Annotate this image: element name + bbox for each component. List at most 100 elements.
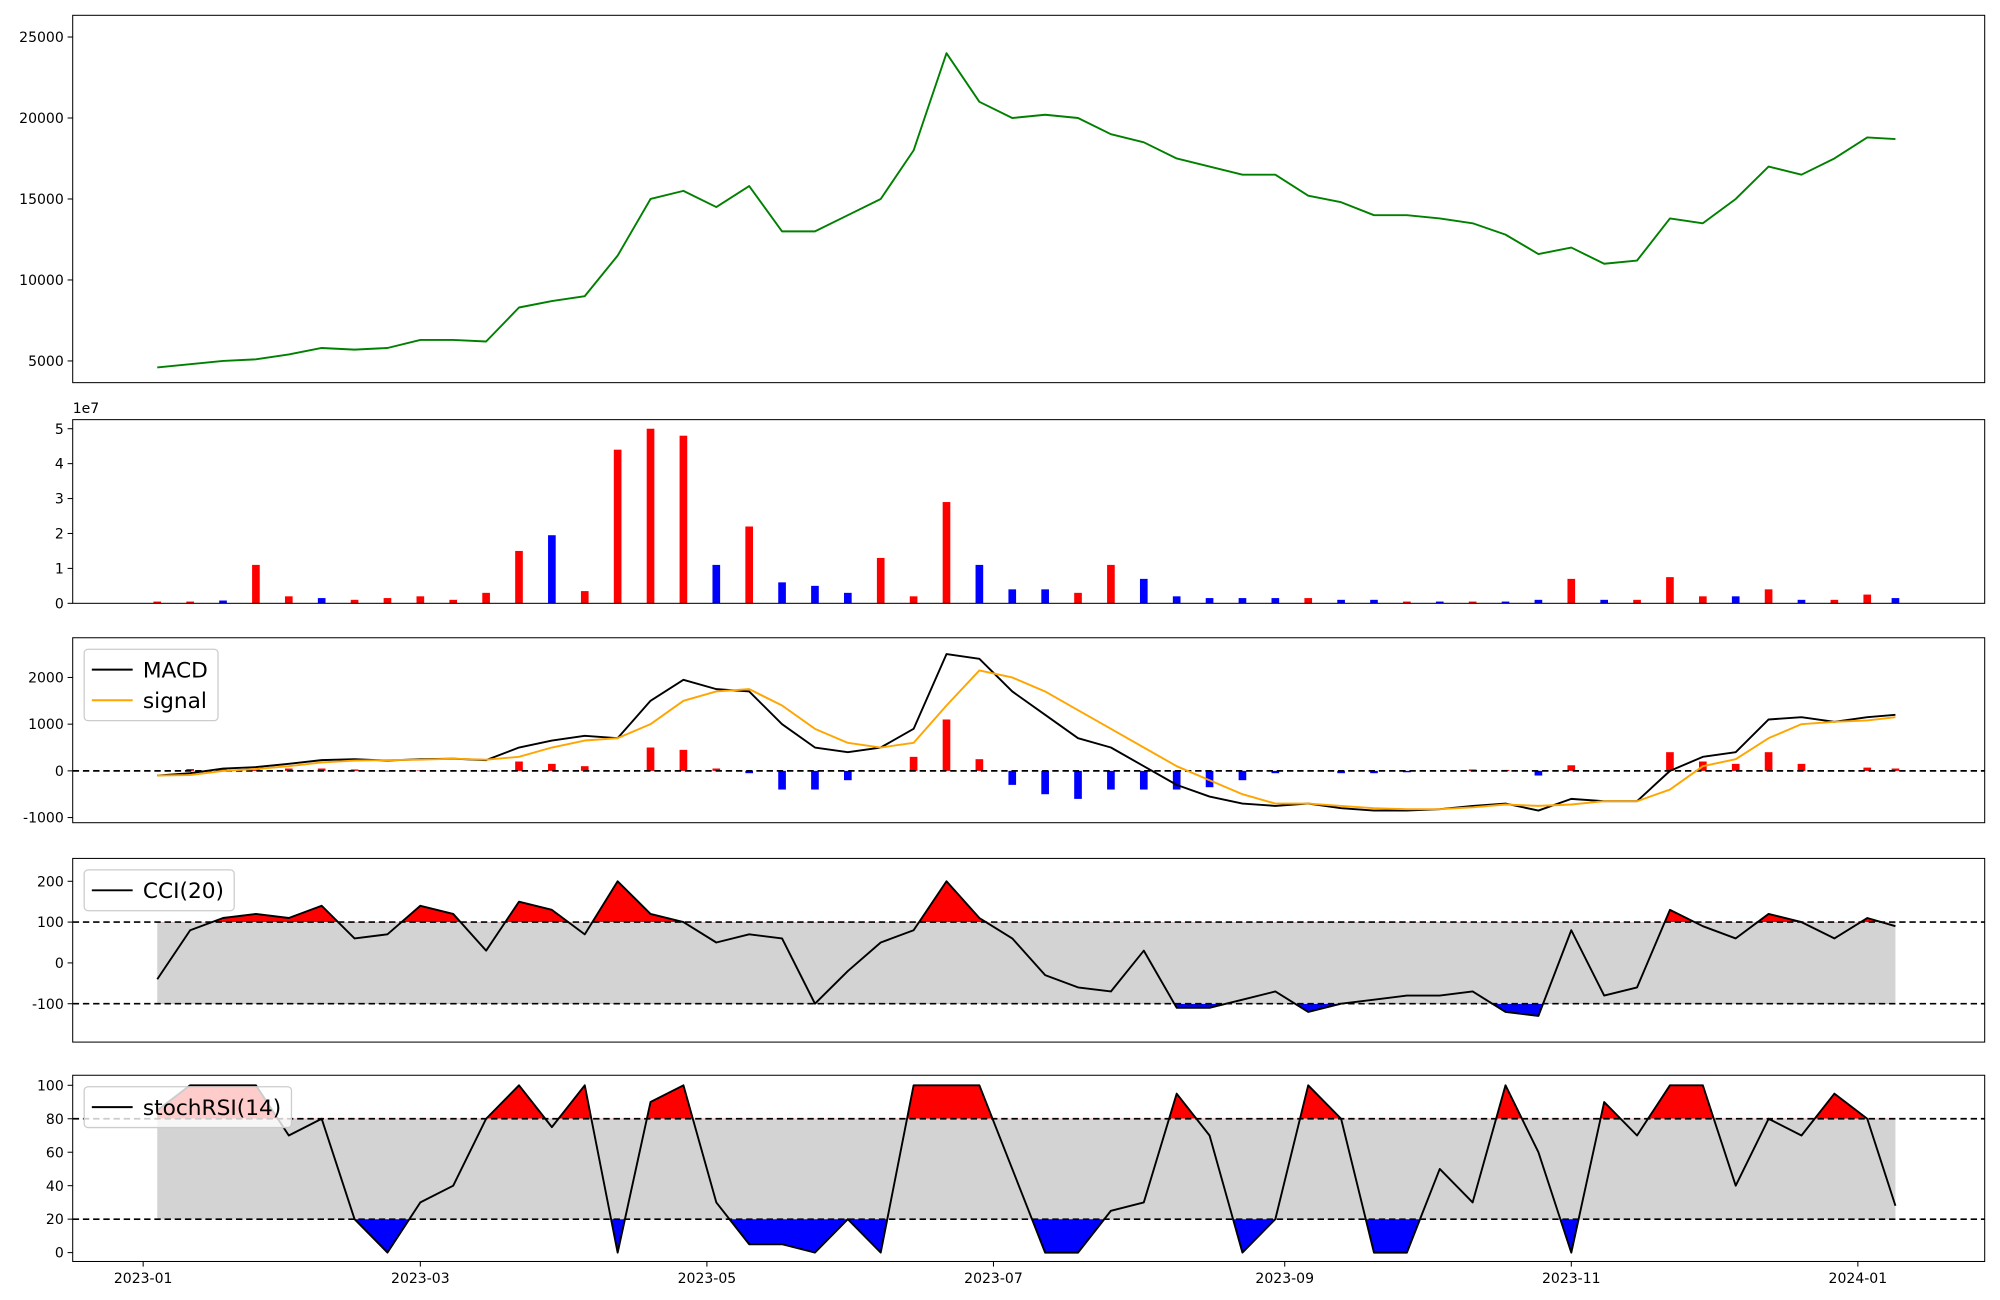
y-tick-label: 40	[46, 1179, 64, 1195]
histogram-bar	[515, 761, 523, 771]
volume-bar	[1501, 601, 1510, 604]
series-line	[156, 880, 1896, 1017]
plot-area	[157, 52, 1896, 369]
y-tick-label: 25000	[19, 30, 64, 46]
volume-bar	[1600, 599, 1609, 604]
panel-frame	[72, 637, 1986, 824]
histogram-bar	[909, 756, 918, 771]
volume-bar	[778, 582, 786, 604]
histogram-bar	[975, 759, 984, 771]
plot-area	[72, 880, 1985, 1017]
x-tick-label: 2023-09	[1255, 1271, 1314, 1287]
legend: stochRSI(14)	[83, 1086, 293, 1129]
histogram-bar	[1534, 770, 1543, 776]
volume-bar	[548, 535, 556, 604]
volume-bar	[1633, 599, 1641, 604]
volume-bar	[1830, 599, 1839, 604]
panel: -100 0 100 200 CCI(20)	[32, 857, 1986, 1043]
volume-bar	[1238, 598, 1247, 604]
histogram-bar	[1271, 770, 1280, 774]
volume-bar	[1337, 599, 1345, 604]
legend: MACD signal	[83, 648, 219, 722]
volume-bar	[1797, 599, 1806, 604]
y-tick-label: -100	[32, 997, 64, 1013]
y-tick-label: 2000	[28, 671, 64, 687]
volume-bar	[449, 599, 458, 604]
volume-bar	[1764, 589, 1773, 604]
histogram-bar	[778, 770, 786, 790]
volume-bar	[613, 449, 622, 604]
volume-bar	[1534, 599, 1543, 604]
volume-bar	[876, 557, 885, 604]
histogram-bar	[1666, 752, 1674, 771]
histogram-bar	[1891, 768, 1900, 771]
series-line	[157, 52, 1896, 369]
volume-bar	[416, 596, 425, 604]
volume-bar	[1041, 589, 1049, 604]
histogram-bar	[284, 768, 293, 771]
panel-frame	[72, 14, 1986, 384]
volume-bar	[515, 550, 523, 604]
volume-bar	[712, 564, 721, 604]
histogram-bar	[1107, 770, 1115, 790]
volume-bar	[1666, 577, 1674, 604]
x-tick-label: 2023-07	[964, 1271, 1023, 1287]
series-line	[156, 1084, 1897, 1254]
series-line	[157, 669, 1896, 811]
histogram-bar	[811, 770, 819, 790]
volume-bar	[350, 599, 359, 604]
histogram-bar	[1370, 770, 1378, 774]
y-tick-label: 20000	[19, 111, 64, 127]
panel-frame	[72, 857, 1986, 1043]
x-tick-label: 2023-01	[114, 1271, 173, 1287]
y-tick-label: 1	[55, 561, 64, 577]
panel: 0 20 40 60 80 100 2023-01 2023-03 2023-05 2023-07…	[37, 1074, 1986, 1287]
y-tick-label: 60	[46, 1145, 64, 1161]
volume-bar	[1468, 601, 1477, 604]
y-tick-label: 80	[46, 1112, 64, 1128]
volume-bar	[942, 502, 951, 604]
volume-bar	[646, 428, 655, 604]
x-tick-label: 2023-05	[678, 1271, 737, 1287]
y-tick-label: 5	[55, 422, 64, 438]
volume-bar	[1304, 598, 1313, 604]
above-fill	[157, 881, 1896, 923]
histogram-bar	[1337, 770, 1345, 774]
volume-bar	[1205, 598, 1214, 604]
band	[157, 922, 1896, 1004]
histogram-bar	[1041, 770, 1049, 795]
axis-offset-label: 1e7	[73, 401, 99, 417]
legend: CCI(20)	[83, 869, 235, 912]
y-tick-label: 15000	[19, 192, 64, 208]
y-tick-label: 4	[55, 457, 64, 473]
x-tick-label: 2023-11	[1542, 1271, 1601, 1287]
above-fill	[157, 1085, 1896, 1119]
plot-area	[72, 1084, 1985, 1254]
histogram-bar	[1567, 765, 1576, 771]
histogram-bar	[712, 768, 721, 771]
y-tick-label: 200	[37, 874, 64, 890]
histogram-bar	[646, 747, 655, 771]
volume-bar	[909, 596, 918, 604]
y-tick-label: 5000	[28, 354, 64, 370]
volume-bar	[1074, 592, 1082, 604]
histogram-bar	[1139, 770, 1148, 790]
histogram-bar	[1205, 770, 1214, 788]
volume-bar	[284, 596, 293, 604]
y-tick-label: 100	[37, 1078, 64, 1094]
legend-box	[83, 648, 219, 722]
histogram-bar	[844, 770, 852, 781]
y-tick-label: 0	[55, 596, 64, 612]
y-tick-label: 3	[55, 492, 64, 508]
panel-frame	[72, 1074, 1986, 1262]
volume-bar	[1139, 578, 1148, 604]
volume-bar	[811, 585, 819, 604]
histogram-bar	[1863, 767, 1872, 771]
volume-bar	[1403, 601, 1411, 604]
volume-bar	[383, 598, 392, 604]
histogram-bar	[1731, 763, 1740, 771]
legend-box	[83, 1086, 293, 1129]
panel-frame	[72, 419, 1986, 604]
